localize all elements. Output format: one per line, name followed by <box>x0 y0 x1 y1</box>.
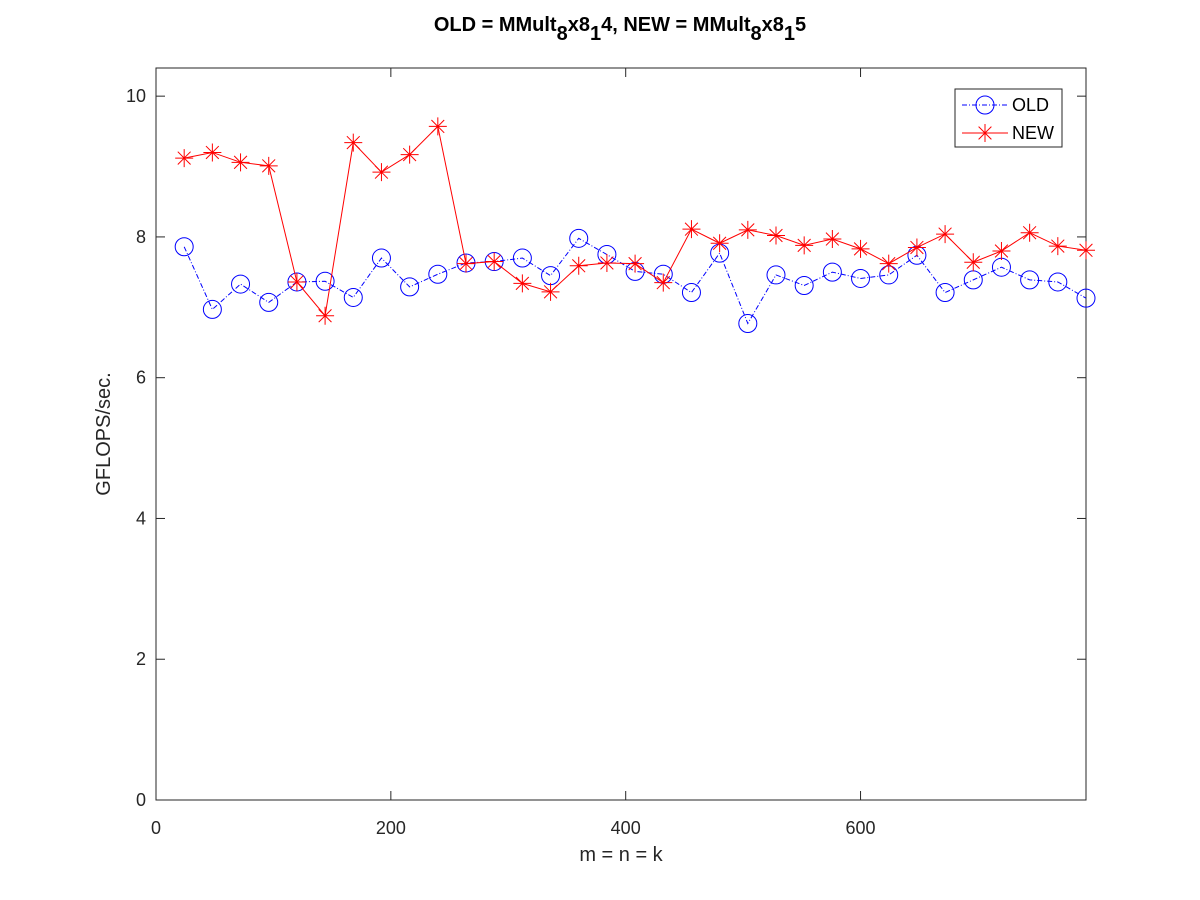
data-point-old <box>174 237 194 257</box>
x-axis: 0 200 400 600 <box>151 68 876 838</box>
data-point-new <box>203 143 222 162</box>
legend-label-old: OLD <box>1012 95 1049 115</box>
data-point-old <box>681 283 701 303</box>
data-point-new <box>428 117 447 136</box>
data-point-new <box>400 145 419 164</box>
series-layer <box>174 117 1096 333</box>
data-point-new <box>851 239 870 258</box>
data-point-new <box>344 133 363 152</box>
y-tick-label: 2 <box>136 649 146 669</box>
x-tick-label: 0 <box>151 818 161 838</box>
x-tick-label: 600 <box>846 818 876 838</box>
data-point-new <box>936 225 955 244</box>
data-point-old <box>794 275 814 295</box>
data-point-new <box>964 253 983 272</box>
data-point-new <box>823 230 842 249</box>
legend-marker-new <box>976 124 994 142</box>
data-point-new <box>287 272 306 291</box>
chart-title-subscript: 1 <box>784 23 795 45</box>
chart-title-part: OLD = MMult <box>434 14 557 36</box>
series-new <box>175 117 1095 325</box>
chart-title-subscript: 1 <box>590 23 601 45</box>
data-point-new <box>710 234 729 253</box>
data-point-old <box>1048 272 1068 292</box>
chart-title-part: x8 <box>762 14 784 36</box>
data-point-old <box>231 274 251 294</box>
chart-title: OLD = MMult8x814, NEW = MMult8x815 <box>434 14 806 45</box>
data-point-new <box>597 253 616 272</box>
data-point-new <box>992 242 1011 260</box>
data-point-new <box>316 306 335 325</box>
data-point-new <box>879 254 898 273</box>
data-point-new <box>654 273 673 292</box>
legend: OLD NEW <box>954 88 1063 148</box>
y-axis-label: GFLOPS/sec. <box>93 372 115 495</box>
data-point-new <box>682 220 701 239</box>
data-point-new <box>175 149 194 168</box>
data-point-new <box>457 254 475 273</box>
data-point-new <box>541 282 560 301</box>
y-tick-label: 6 <box>136 368 146 388</box>
data-point-old <box>822 262 842 282</box>
data-point-new <box>795 236 814 255</box>
data-point-old <box>1076 288 1096 308</box>
data-point-old <box>259 292 279 312</box>
x-tick-label: 400 <box>611 818 641 838</box>
legend-label-new: NEW <box>1012 123 1054 143</box>
legend-box <box>954 88 1063 148</box>
data-point-old <box>315 271 335 291</box>
data-point-old <box>343 287 363 307</box>
chart-title-subscript: 8 <box>557 23 568 45</box>
data-point-old <box>569 228 589 248</box>
data-point-new <box>569 256 588 275</box>
data-point-old <box>202 299 222 319</box>
data-point-new <box>738 220 757 239</box>
data-point-old <box>371 248 391 268</box>
data-point-old <box>935 283 955 303</box>
data-point-old <box>1020 270 1040 290</box>
data-point-new <box>231 153 250 172</box>
data-point-new <box>513 274 532 293</box>
data-point-new <box>907 238 926 257</box>
data-point-new <box>259 156 278 175</box>
data-point-old <box>851 268 871 288</box>
y-tick-label: 0 <box>136 790 146 810</box>
y-tick-label: 8 <box>136 227 146 247</box>
data-point-old <box>738 313 758 333</box>
chart-title-part: 5 <box>795 14 806 36</box>
data-point-new <box>1048 237 1067 256</box>
y-tick-label: 4 <box>136 508 146 528</box>
data-point-old <box>766 265 786 285</box>
plot-area <box>155 67 1087 801</box>
data-point-new <box>1077 241 1095 260</box>
y-axis: 0 2 4 6 8 10 <box>126 86 1086 810</box>
data-point-old <box>400 277 420 297</box>
data-point-old <box>512 248 532 268</box>
x-axis-label: m = n = k <box>579 844 663 866</box>
chart-title-subscript: 8 <box>751 23 762 45</box>
data-point-new <box>485 252 504 271</box>
legend-marker-old <box>975 95 995 115</box>
y-tick-label: 10 <box>126 86 146 106</box>
data-point-old <box>428 264 448 284</box>
x-tick-label: 200 <box>376 818 406 838</box>
data-point-new <box>767 226 785 245</box>
data-point-new <box>372 163 391 182</box>
chart-title-part: 4, NEW = MMult <box>601 14 751 36</box>
data-point-new <box>626 254 645 273</box>
data-point-new <box>1020 223 1039 242</box>
chart-title-part: x8 <box>568 14 590 36</box>
